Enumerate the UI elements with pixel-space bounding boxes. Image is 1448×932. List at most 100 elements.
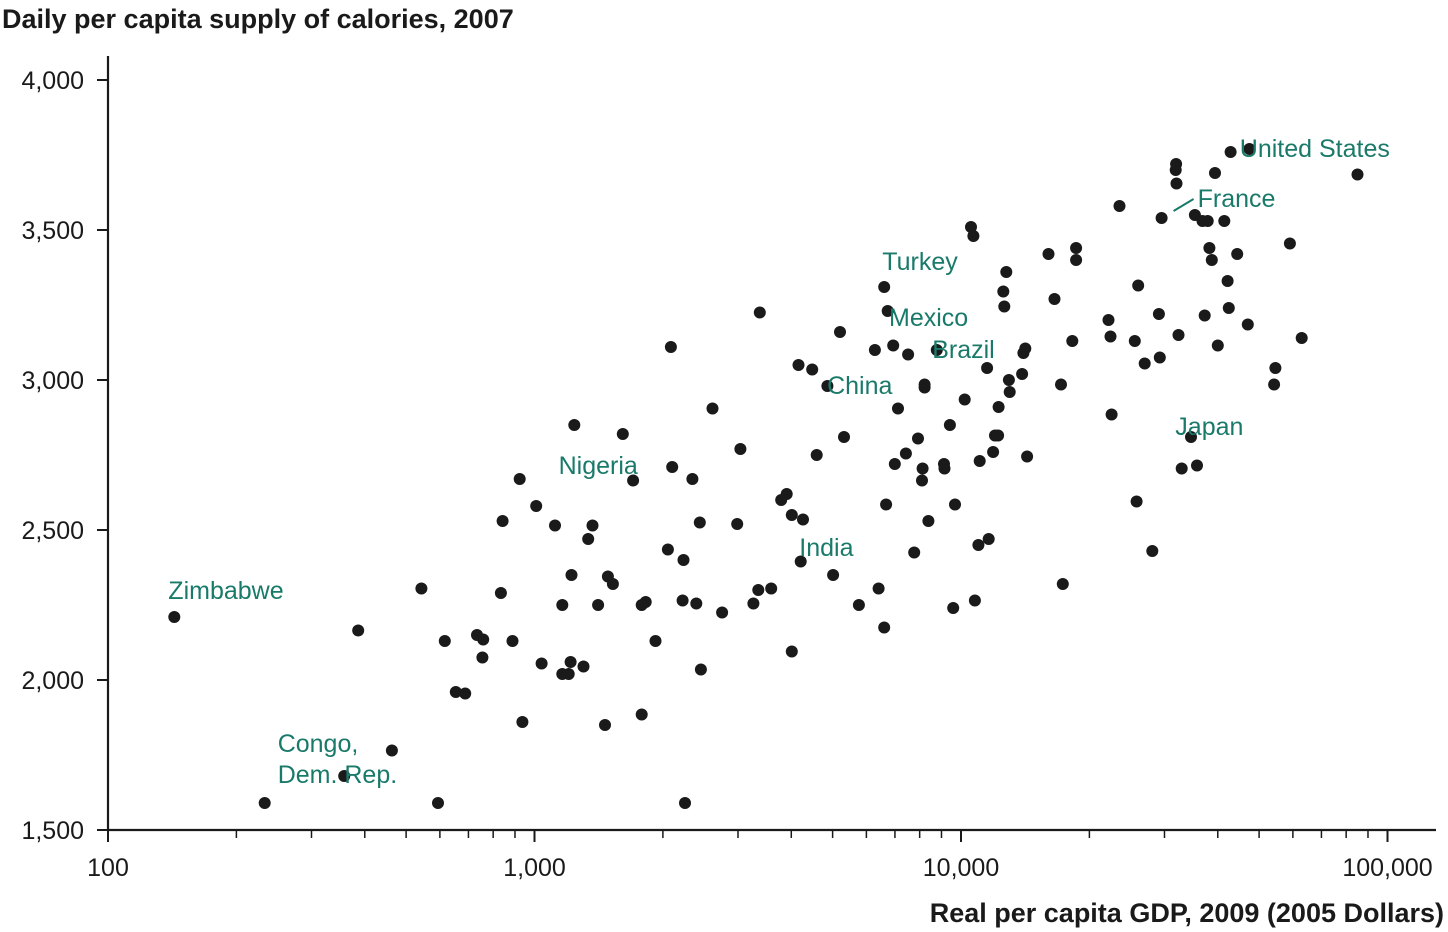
data-point [494, 587, 507, 599]
data-point [1172, 329, 1185, 341]
country-label: China [827, 372, 892, 400]
data-point [1295, 332, 1308, 344]
data-point [562, 668, 575, 680]
data-point [1019, 342, 1032, 355]
data-point [785, 645, 798, 658]
data-point [998, 300, 1011, 313]
data-point [1153, 351, 1166, 364]
data-point [694, 663, 707, 676]
data-point [806, 363, 819, 376]
data-point [599, 719, 611, 731]
data-point [1146, 545, 1159, 557]
data-point [706, 402, 719, 415]
data-point [987, 446, 1000, 458]
data-point [827, 569, 840, 581]
y-tick-label: 3,000 [21, 367, 84, 395]
data-point [753, 306, 766, 319]
data-point [899, 447, 912, 460]
data-point [338, 770, 351, 782]
data-point [1241, 318, 1254, 331]
data-point [880, 498, 893, 511]
x-tick-label: 100 [87, 854, 129, 882]
data-point [1021, 450, 1034, 463]
data-point [535, 657, 548, 670]
data-point [982, 533, 995, 545]
data-point [1221, 275, 1234, 287]
data-point [661, 543, 674, 556]
country-label: Zimbabwe [168, 577, 283, 605]
data-point [716, 606, 729, 619]
country-label: Japan [1175, 413, 1243, 441]
data-point [1002, 374, 1015, 386]
data-point [734, 443, 747, 455]
data-point [1170, 158, 1183, 170]
country-labels: United States France Turkey Mexico Brazil Chi… [168, 135, 1390, 789]
country-label: Turkey [882, 248, 958, 276]
data-point [785, 509, 798, 521]
data-point [872, 582, 885, 595]
data-point [902, 348, 915, 361]
data-point [666, 461, 679, 473]
data-point [908, 546, 921, 559]
data-point [549, 519, 561, 532]
data-point [1102, 314, 1115, 326]
data-point [1224, 146, 1237, 158]
data-point [506, 635, 519, 647]
y-tick-label: 1,500 [21, 817, 84, 845]
data-point [556, 599, 569, 611]
country-label-line: Dem. Rep. [278, 761, 397, 789]
data-point [577, 660, 590, 673]
data-point [1104, 330, 1117, 343]
data-point [1283, 237, 1296, 250]
data-point [1191, 459, 1203, 472]
data-point [449, 686, 462, 698]
data-point [967, 230, 980, 242]
data-point [1070, 242, 1083, 254]
data-point [1231, 248, 1244, 260]
data-point [972, 539, 985, 551]
data-point [432, 797, 444, 809]
data-point [258, 797, 271, 809]
data-point [1170, 177, 1183, 190]
country-label: Nigeria [559, 452, 638, 480]
data-point [1243, 143, 1256, 155]
country-label-line: Congo, [278, 730, 359, 758]
data-point [635, 708, 648, 721]
x-tick-label: 10,000 [923, 854, 999, 882]
data-point [513, 473, 526, 485]
data-point [916, 474, 928, 487]
data-point [780, 488, 793, 500]
data-point [1042, 248, 1055, 260]
data-point [1128, 335, 1141, 347]
data-point [1269, 362, 1282, 374]
data-point [930, 344, 943, 356]
axes: 1,500 2,000 2,500 3,000 3,500 4,000 100 1,000 10… [21, 56, 1436, 882]
data-point [1132, 279, 1145, 292]
data-point [1003, 386, 1016, 398]
data-point [852, 599, 865, 611]
data-point [878, 281, 891, 293]
data-point [530, 500, 543, 512]
data-point [1016, 368, 1029, 380]
data-point [592, 599, 605, 611]
data-point [797, 513, 809, 526]
data-point [1218, 215, 1231, 227]
y-tick-label: 3,500 [21, 217, 84, 245]
data-point [878, 621, 891, 634]
data-point [888, 458, 901, 470]
data-point [973, 455, 986, 467]
data-point [981, 362, 994, 374]
country-label: Brazil [932, 336, 995, 364]
data-point [747, 597, 760, 610]
data-point [568, 419, 581, 431]
data-point [794, 555, 807, 568]
data-point [1138, 357, 1151, 370]
data-point [834, 326, 846, 338]
data-point [676, 594, 689, 607]
y-tick-label: 4,000 [21, 67, 84, 95]
country-label: Congo, Dem. Rep. [278, 730, 397, 789]
data-point [792, 359, 805, 371]
data-point [582, 533, 595, 545]
data-point [1209, 167, 1221, 179]
